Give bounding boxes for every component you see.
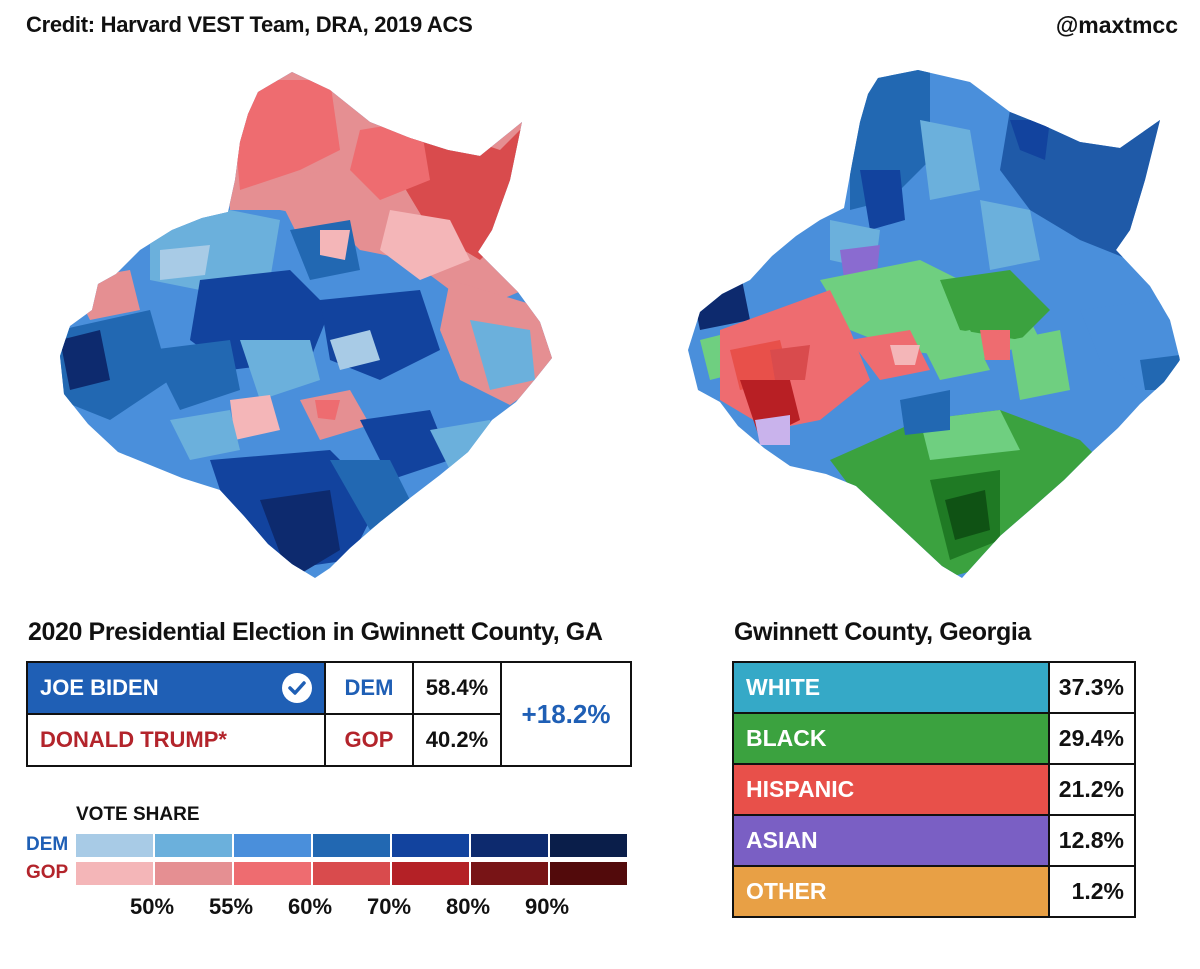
dem-swatch-0 <box>76 834 153 857</box>
legend-tick-label: 60% <box>288 894 333 919</box>
party-gop: GOP <box>324 713 414 767</box>
candidate-name-biden: JOE BIDEN <box>26 661 326 715</box>
demographic-label: WHITE <box>732 661 1050 714</box>
dem-swatch-4 <box>392 834 469 857</box>
legend-gop-swatches <box>76 862 627 885</box>
author-handle: @maxtmcc <box>1055 12 1178 38</box>
gop-swatch-4 <box>392 862 469 885</box>
election-map <box>60 72 552 578</box>
credit-text: Credit: Harvard VEST Team, DRA, 2019 ACS <box>26 12 473 37</box>
dem-swatch-5 <box>471 834 548 857</box>
gop-swatch-0 <box>76 862 153 885</box>
gop-swatch-2 <box>234 862 311 885</box>
legend-tick-label: 55% <box>209 894 254 919</box>
gop-swatch-6 <box>550 862 627 885</box>
election-title: 2020 Presidential Election in Gwinnett C… <box>28 618 603 646</box>
demographic-label: BLACK <box>732 712 1050 765</box>
dem-swatch-1 <box>155 834 232 857</box>
demographic-row: BLACK 29.4% <box>732 712 1136 765</box>
legend-title: VOTE SHARE <box>76 804 200 825</box>
margin-value: +18.2% <box>500 661 632 767</box>
demographic-row: OTHER 1.2% <box>732 865 1136 918</box>
gop-swatch-5 <box>471 862 548 885</box>
demographic-value: 37.3% <box>1048 661 1136 714</box>
demographic-value: 1.2% <box>1048 865 1136 918</box>
demographic-row: HISPANIC 21.2% <box>732 763 1136 816</box>
demographic-value: 21.2% <box>1048 763 1136 816</box>
demographics-table: WHITE 37.3% BLACK 29.4% HISPANIC 21.2% ASIAN 12… <box>732 661 1136 918</box>
demographic-row: ASIAN 12.8% <box>732 814 1136 867</box>
pct-gop: 40.2% <box>412 713 502 767</box>
gop-swatch-3 <box>313 862 390 885</box>
legend-tick-label: 70% <box>367 894 412 919</box>
dem-swatch-6 <box>550 834 627 857</box>
legend-dem-swatches <box>76 834 627 857</box>
demographic-value: 12.8% <box>1048 814 1136 867</box>
candidate-row-dem: JOE BIDEN DEM 58.4% +18.2% <box>26 661 632 767</box>
legend-tick-label: 80% <box>446 894 491 919</box>
legend-gop-label: GOP <box>26 862 69 883</box>
candidate-name-trump: DONALD TRUMP* <box>26 713 326 767</box>
legend-dem-label: DEM <box>26 834 69 855</box>
pct-dem: 58.4% <box>412 661 502 715</box>
demographics-map <box>688 70 1180 578</box>
dem-swatch-2 <box>234 834 311 857</box>
demographic-row: WHITE 37.3% <box>732 661 1136 714</box>
election-results-table: JOE BIDEN DEM 58.4% +18.2% DONALD TRUMP*… <box>26 661 632 767</box>
candidate-row-gop: DONALD TRUMP* GOP 40.2% <box>26 713 631 767</box>
legend-tick-label: 90% <box>525 894 570 919</box>
party-dem: DEM <box>324 661 414 715</box>
demographic-label: OTHER <box>732 865 1050 918</box>
demographic-value: 29.4% <box>1048 712 1136 765</box>
gop-swatch-1 <box>155 862 232 885</box>
legend-tick-label: 50% <box>130 894 175 919</box>
demographic-label: HISPANIC <box>732 763 1050 816</box>
candidate-name-text: JOE BIDEN <box>40 675 159 700</box>
demographics-title: Gwinnett County, Georgia <box>734 618 1031 646</box>
winner-check-icon <box>282 673 312 703</box>
dem-swatch-3 <box>313 834 390 857</box>
demographic-label: ASIAN <box>732 814 1050 867</box>
